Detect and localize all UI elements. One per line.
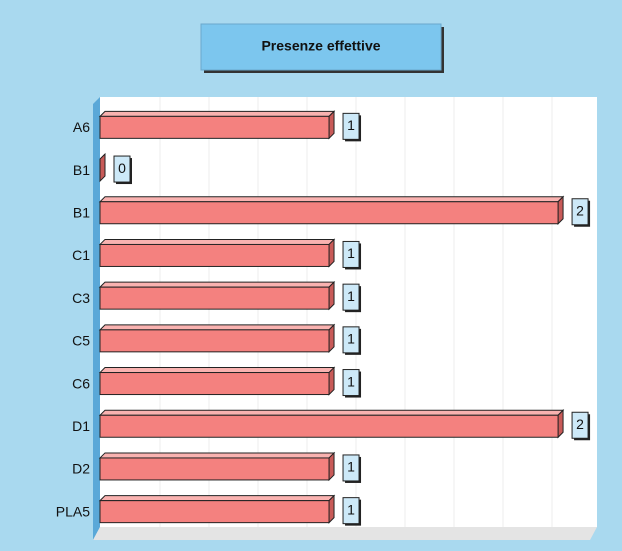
bar-front — [99, 500, 330, 524]
bar — [98, 366, 336, 396]
title-box — [200, 23, 442, 71]
bar-side — [328, 366, 335, 396]
y-tick-label: B1 — [73, 162, 90, 178]
bar-side — [328, 494, 335, 524]
y-tick-label: D2 — [72, 461, 90, 477]
y-tick-label: C1 — [72, 247, 90, 263]
value-label-box — [342, 112, 360, 140]
y-tick-label: A6 — [73, 119, 90, 135]
bar-top — [98, 196, 565, 203]
value-label-box — [113, 155, 131, 183]
value-label: 1 — [347, 331, 355, 347]
y-tick-label: C5 — [72, 333, 90, 349]
value-label-box — [342, 454, 360, 482]
value-label-box — [342, 497, 360, 525]
y-tick-label: D1 — [72, 418, 90, 434]
bar — [98, 409, 565, 439]
value-label: 1 — [347, 117, 355, 133]
value-label-box — [342, 240, 360, 268]
bar-side — [328, 238, 335, 268]
left-wall — [93, 97, 100, 540]
value-label: 1 — [347, 373, 355, 389]
bar — [98, 323, 336, 354]
value-label: 1 — [347, 245, 355, 261]
bar-front — [99, 243, 330, 267]
value-label-box — [342, 326, 360, 354]
value-label: 1 — [347, 501, 355, 517]
bar-top — [98, 110, 336, 117]
bar — [99, 152, 106, 183]
value-label-box — [342, 283, 360, 311]
bar — [98, 494, 336, 524]
bar-top — [98, 281, 336, 288]
bar — [98, 238, 336, 268]
y-tick-label: B1 — [73, 204, 90, 220]
value-label: 2 — [576, 202, 584, 218]
bar-side — [328, 280, 335, 311]
bar — [98, 451, 336, 482]
bar-top — [98, 238, 336, 245]
value-label: 0 — [118, 160, 126, 176]
y-tick-label: C3 — [72, 290, 90, 306]
bar-side — [328, 110, 335, 140]
bar-front — [99, 414, 559, 438]
value-label: 1 — [347, 288, 355, 304]
bars: 1 0 2 1 1 1 1 2 1 1 — [98, 110, 591, 526]
bar-top — [98, 324, 336, 331]
bar — [98, 195, 565, 225]
chart-title: Presenze effettive — [261, 38, 380, 54]
bar — [98, 110, 336, 140]
bar-front — [99, 372, 330, 396]
bar-front — [99, 115, 330, 139]
bar-side — [328, 323, 335, 354]
value-label: 1 — [347, 459, 355, 475]
bar-side — [99, 152, 106, 183]
bar-side — [557, 409, 564, 439]
value-label-box — [571, 198, 589, 226]
bar-front — [99, 457, 330, 481]
bar-top — [98, 495, 336, 502]
bar-top — [98, 367, 336, 374]
y-tick-label: PLA5 — [56, 503, 90, 519]
value-label-box — [342, 369, 360, 397]
value-label-box — [571, 411, 589, 439]
bar — [98, 280, 336, 311]
bar-top — [98, 409, 565, 416]
bar-front — [99, 329, 330, 353]
bar-side — [557, 195, 564, 225]
bar-top — [98, 452, 336, 459]
bar-front — [99, 286, 330, 310]
bar-front — [99, 201, 559, 225]
value-label: 2 — [576, 416, 584, 432]
y-tick-label: C6 — [72, 375, 90, 391]
bar-side — [328, 451, 335, 482]
floor — [93, 527, 597, 540]
